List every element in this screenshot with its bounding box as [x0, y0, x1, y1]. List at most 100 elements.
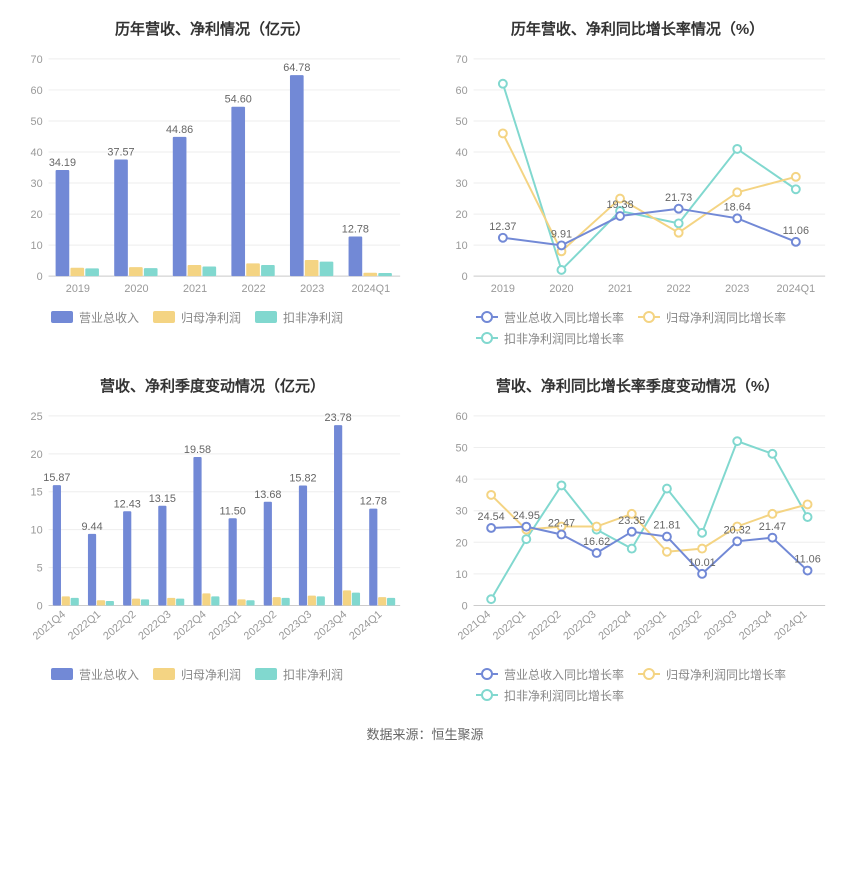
legend-swatch-icon — [476, 673, 498, 675]
svg-text:2021: 2021 — [183, 283, 207, 295]
svg-text:16.62: 16.62 — [583, 536, 610, 548]
chart-title: 历年营收、净利情况（亿元） — [15, 18, 410, 39]
legend-swatch-icon — [476, 316, 498, 318]
svg-text:2021: 2021 — [608, 283, 632, 295]
svg-text:60: 60 — [456, 85, 468, 97]
charts-grid: 历年营收、净利情况（亿元） 01020304050607034.1937.574… — [5, 10, 845, 714]
panel-annual-growth: 历年营收、净利同比增长率情况（%） 01020304050607012.379.… — [430, 10, 845, 357]
svg-text:2022: 2022 — [242, 283, 266, 295]
svg-text:2019: 2019 — [491, 283, 515, 295]
svg-text:2023Q3: 2023Q3 — [702, 608, 739, 642]
legend-swatch-icon — [153, 311, 175, 323]
legend-label: 营业总收入同比增长率 — [504, 309, 624, 326]
svg-text:2022Q4: 2022Q4 — [596, 608, 633, 642]
svg-text:2023Q4: 2023Q4 — [312, 608, 349, 642]
svg-text:20.32: 20.32 — [724, 524, 751, 536]
legend-item[interactable]: 营业总收入 — [51, 309, 139, 326]
svg-text:11.50: 11.50 — [219, 505, 245, 517]
svg-text:40: 40 — [456, 474, 468, 486]
svg-text:30: 30 — [31, 178, 43, 190]
svg-text:50: 50 — [31, 116, 43, 128]
panel-quarterly-growth: 营收、净利同比增长率季度变动情况（%） 010203040506024.5424… — [430, 367, 845, 714]
legend-item[interactable]: 营业总收入同比增长率 — [476, 666, 624, 683]
legend-item[interactable]: 归母净利润 — [153, 666, 241, 683]
svg-text:2023Q4: 2023Q4 — [737, 608, 774, 642]
svg-text:21.73: 21.73 — [665, 192, 692, 204]
svg-text:11.06: 11.06 — [794, 554, 820, 566]
chart-annual-revenue[interactable]: 01020304050607034.1937.5744.8654.6064.78… — [15, 51, 410, 303]
svg-text:12.78: 12.78 — [360, 496, 387, 508]
legend-item[interactable]: 扣非净利润同比增长率 — [476, 687, 624, 704]
legend-item[interactable]: 扣非净利润 — [255, 309, 343, 326]
chart-title: 营收、净利季度变动情况（亿元） — [15, 375, 410, 396]
svg-text:2022: 2022 — [667, 283, 691, 295]
svg-text:25: 25 — [31, 411, 43, 423]
legend: 营业总收入同比增长率 归母净利润同比增长率 扣非净利润同比增长率 — [440, 303, 835, 349]
svg-text:10.01: 10.01 — [688, 557, 715, 569]
svg-text:12.43: 12.43 — [114, 498, 141, 510]
svg-text:12.78: 12.78 — [342, 224, 369, 236]
svg-text:22.47: 22.47 — [548, 517, 575, 529]
svg-text:24.95: 24.95 — [513, 510, 540, 522]
svg-text:10: 10 — [31, 524, 43, 536]
legend-swatch-icon — [638, 673, 660, 675]
svg-text:50: 50 — [456, 116, 468, 128]
legend-item[interactable]: 归母净利润 — [153, 309, 241, 326]
svg-text:44.86: 44.86 — [166, 124, 193, 136]
legend-item[interactable]: 营业总收入 — [51, 666, 139, 683]
svg-text:20: 20 — [456, 209, 468, 221]
svg-text:20: 20 — [31, 209, 43, 221]
svg-text:2022Q1: 2022Q1 — [66, 608, 103, 642]
svg-text:9.91: 9.91 — [551, 228, 572, 240]
svg-text:64.78: 64.78 — [283, 62, 310, 74]
svg-text:2021Q4: 2021Q4 — [456, 608, 493, 642]
svg-text:0: 0 — [462, 271, 468, 283]
svg-text:2023Q1: 2023Q1 — [207, 608, 244, 642]
svg-text:5: 5 — [37, 562, 43, 574]
legend-item[interactable]: 归母净利润同比增长率 — [638, 309, 786, 326]
legend-label: 营业总收入 — [79, 309, 139, 326]
svg-text:50: 50 — [456, 442, 468, 454]
legend-label: 归母净利润同比增长率 — [666, 666, 786, 683]
svg-text:2022Q3: 2022Q3 — [561, 608, 598, 642]
legend-swatch-icon — [476, 694, 498, 696]
legend-swatch-icon — [51, 311, 73, 323]
legend-label: 营业总收入 — [79, 666, 139, 683]
chart-title: 营收、净利同比增长率季度变动情况（%） — [440, 375, 835, 396]
svg-text:70: 70 — [456, 54, 468, 66]
svg-text:2023: 2023 — [725, 283, 749, 295]
svg-text:2020: 2020 — [124, 283, 148, 295]
svg-text:20: 20 — [31, 449, 43, 461]
legend-item[interactable]: 扣非净利润 — [255, 666, 343, 683]
legend-item[interactable]: 归母净利润同比增长率 — [638, 666, 786, 683]
chart-quarterly-revenue[interactable]: 051015202515.879.4412.4313.1519.5811.501… — [15, 408, 410, 660]
svg-text:60: 60 — [31, 85, 43, 97]
svg-text:30: 30 — [456, 506, 468, 518]
legend-item[interactable]: 营业总收入同比增长率 — [476, 309, 624, 326]
svg-text:2022Q1: 2022Q1 — [491, 608, 528, 642]
legend-swatch-icon — [255, 668, 277, 680]
legend-label: 归母净利润同比增长率 — [666, 309, 786, 326]
legend-label: 营业总收入同比增长率 — [504, 666, 624, 683]
svg-text:15.87: 15.87 — [43, 472, 70, 484]
chart-annual-growth[interactable]: 01020304050607012.379.9119.3821.7318.641… — [440, 51, 835, 303]
svg-text:21.81: 21.81 — [653, 520, 680, 532]
svg-text:10: 10 — [31, 240, 43, 252]
svg-text:0: 0 — [462, 600, 468, 612]
svg-text:2020: 2020 — [549, 283, 573, 295]
svg-text:60: 60 — [456, 411, 468, 423]
legend: 营业总收入同比增长率 归母净利润同比增长率 扣非净利润同比增长率 — [440, 660, 835, 706]
chart-quarterly-growth[interactable]: 010203040506024.5424.9522.4716.6223.3521… — [440, 408, 835, 660]
svg-text:10: 10 — [456, 240, 468, 252]
svg-text:13.68: 13.68 — [254, 489, 281, 501]
svg-text:40: 40 — [31, 147, 43, 159]
legend-item[interactable]: 扣非净利润同比增长率 — [476, 330, 624, 347]
svg-text:20: 20 — [456, 537, 468, 549]
svg-text:2024Q1: 2024Q1 — [347, 608, 384, 642]
data-source-footer: 数据来源：恒生聚源 — [5, 724, 845, 743]
legend-label: 归母净利润 — [181, 309, 241, 326]
svg-text:12.37: 12.37 — [489, 221, 516, 233]
chart-title: 历年营收、净利同比增长率情况（%） — [440, 18, 835, 39]
svg-text:24.54: 24.54 — [478, 511, 505, 523]
legend-swatch-icon — [51, 668, 73, 680]
